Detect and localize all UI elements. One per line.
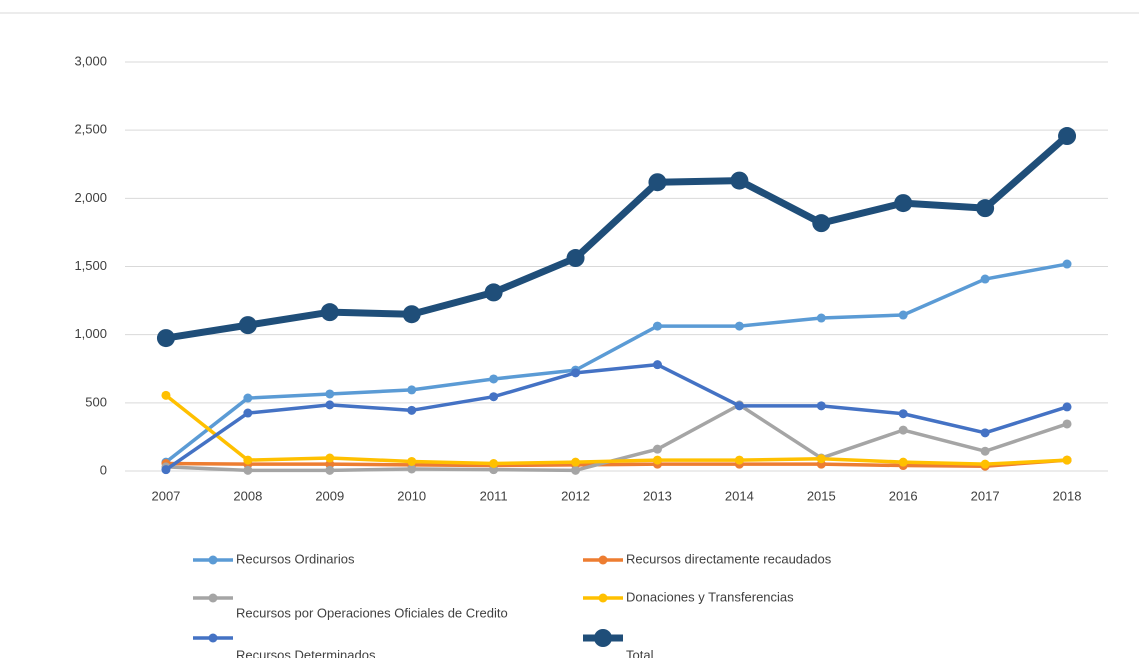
- x-tick-label: 2013: [643, 488, 672, 503]
- data-point: [243, 455, 253, 465]
- data-point: [1058, 127, 1077, 146]
- x-tick-label: 2018: [1053, 488, 1082, 503]
- data-point: [243, 465, 253, 475]
- data-point: [1062, 402, 1072, 412]
- data-point: [243, 408, 253, 418]
- data-point: [980, 446, 990, 456]
- legend-label: Total: [626, 647, 654, 658]
- data-point: [976, 199, 995, 218]
- series-line: [164, 362, 1068, 472]
- data-point: [1062, 419, 1072, 429]
- x-tick-label: 2011: [480, 488, 508, 503]
- data-point: [566, 249, 585, 268]
- series-line: [165, 133, 1070, 342]
- legend-label: Recursos Determinados: [236, 647, 376, 658]
- legend-label: Recursos directamente recaudados: [626, 551, 832, 566]
- legend-marker: [598, 593, 608, 603]
- data-point: [407, 464, 417, 474]
- data-point: [238, 316, 257, 335]
- data-point: [898, 457, 908, 467]
- x-tick-label: 2010: [397, 488, 426, 503]
- legend-marker: [208, 633, 218, 643]
- data-point: [734, 321, 744, 331]
- x-tick-label: 2008: [233, 488, 262, 503]
- data-point: [484, 283, 503, 302]
- data-point: [816, 401, 826, 411]
- series-line: [165, 458, 1068, 468]
- series-line: [164, 262, 1068, 464]
- x-tick-label: 2014: [725, 488, 754, 503]
- y-tick-label: 2,500: [74, 122, 107, 137]
- legend-marker: [208, 593, 218, 603]
- y-tick-label: 0: [100, 462, 107, 477]
- data-point: [489, 459, 499, 469]
- data-point: [652, 360, 662, 370]
- y-tick-label: 3,000: [74, 53, 107, 68]
- legend-marker: [208, 555, 218, 565]
- data-point: [730, 171, 749, 190]
- data-point: [898, 310, 908, 320]
- data-point: [325, 465, 335, 475]
- y-tick-label: 1,500: [74, 258, 107, 273]
- legend-marker: [594, 629, 612, 647]
- x-tick-label: 2017: [971, 488, 1000, 503]
- data-point: [571, 465, 581, 475]
- data-point: [320, 303, 339, 322]
- x-tick-label: 2012: [561, 488, 590, 503]
- x-tick-label: 2007: [151, 488, 180, 503]
- data-point: [898, 409, 908, 419]
- series-line: [164, 393, 1068, 466]
- legend-label: Recursos Ordinarios: [236, 551, 355, 566]
- legend-label: Recursos por Operaciones Oficiales de Cr…: [236, 605, 508, 620]
- data-point: [407, 405, 417, 415]
- data-point: [980, 459, 990, 469]
- data-point: [325, 453, 335, 463]
- data-point: [734, 455, 744, 465]
- data-point: [325, 389, 335, 399]
- x-tick-label: 2015: [807, 488, 836, 503]
- data-point: [489, 374, 499, 384]
- data-point: [980, 274, 990, 284]
- data-point: [243, 393, 253, 403]
- data-point: [407, 456, 417, 466]
- data-point: [652, 455, 662, 465]
- data-point: [812, 214, 831, 233]
- data-point: [648, 173, 667, 192]
- data-point: [816, 313, 826, 323]
- data-point: [156, 329, 175, 348]
- data-point: [980, 428, 990, 438]
- data-point: [407, 385, 417, 395]
- data-point: [1062, 455, 1072, 465]
- x-tick-label: 2009: [315, 488, 344, 503]
- data-point: [652, 444, 662, 454]
- y-tick-label: 500: [85, 394, 107, 409]
- data-point: [894, 194, 913, 213]
- legend-label: Donaciones y Transferencias: [626, 589, 794, 604]
- data-point: [571, 368, 581, 378]
- y-tick-label: 1,000: [74, 326, 107, 341]
- data-point: [402, 305, 421, 324]
- data-point: [734, 401, 744, 411]
- data-point: [816, 454, 826, 464]
- legend-marker: [598, 555, 608, 565]
- y-tick-label: 2,000: [74, 190, 107, 205]
- data-point: [161, 390, 171, 400]
- x-tick-label: 2016: [889, 488, 918, 503]
- data-point: [652, 321, 662, 331]
- data-point: [161, 465, 171, 475]
- data-point: [1062, 259, 1072, 269]
- data-point: [571, 457, 581, 467]
- data-point: [489, 392, 499, 402]
- data-point: [898, 425, 908, 435]
- data-point: [325, 400, 335, 410]
